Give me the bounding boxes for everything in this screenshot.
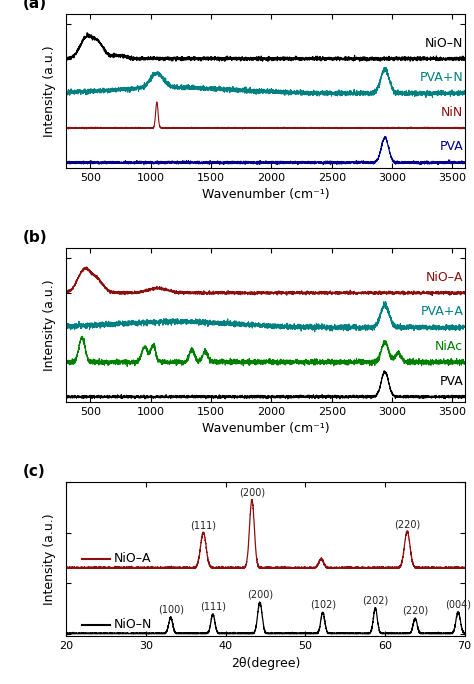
Y-axis label: Intensity (a.u.): Intensity (a.u.) bbox=[43, 513, 56, 605]
Text: NiO–A: NiO–A bbox=[114, 553, 152, 566]
Text: PVA+A: PVA+A bbox=[420, 306, 463, 319]
Text: PVA+N: PVA+N bbox=[419, 71, 463, 84]
Text: PVA: PVA bbox=[439, 140, 463, 153]
Text: NiO–A: NiO–A bbox=[426, 271, 463, 284]
X-axis label: Wavenumber (cm⁻¹): Wavenumber (cm⁻¹) bbox=[201, 188, 329, 201]
Text: NiN: NiN bbox=[441, 106, 463, 119]
Text: (200): (200) bbox=[247, 590, 273, 600]
X-axis label: 2θ(degree): 2θ(degree) bbox=[231, 657, 300, 670]
Text: NiO–N: NiO–N bbox=[114, 618, 153, 631]
Text: (202): (202) bbox=[362, 596, 389, 606]
Text: (102): (102) bbox=[310, 600, 336, 610]
Y-axis label: Intensity (a.u.): Intensity (a.u.) bbox=[43, 279, 56, 371]
Text: (111): (111) bbox=[191, 520, 216, 530]
Text: (220): (220) bbox=[394, 519, 420, 529]
Y-axis label: Intensity (a.u.): Intensity (a.u.) bbox=[43, 45, 56, 137]
Text: PVA: PVA bbox=[439, 375, 463, 388]
Text: (220): (220) bbox=[402, 606, 428, 616]
Text: NiO–N: NiO–N bbox=[425, 37, 463, 50]
Text: (004): (004) bbox=[445, 600, 471, 610]
Text: (a): (a) bbox=[23, 0, 46, 10]
Text: (200): (200) bbox=[239, 487, 265, 497]
Text: (c): (c) bbox=[23, 464, 46, 479]
Text: (b): (b) bbox=[23, 230, 47, 245]
Text: (111): (111) bbox=[200, 602, 226, 612]
Text: (100): (100) bbox=[158, 605, 184, 615]
Text: NiAc: NiAc bbox=[435, 340, 463, 353]
X-axis label: Wavenumber (cm⁻¹): Wavenumber (cm⁻¹) bbox=[201, 422, 329, 435]
